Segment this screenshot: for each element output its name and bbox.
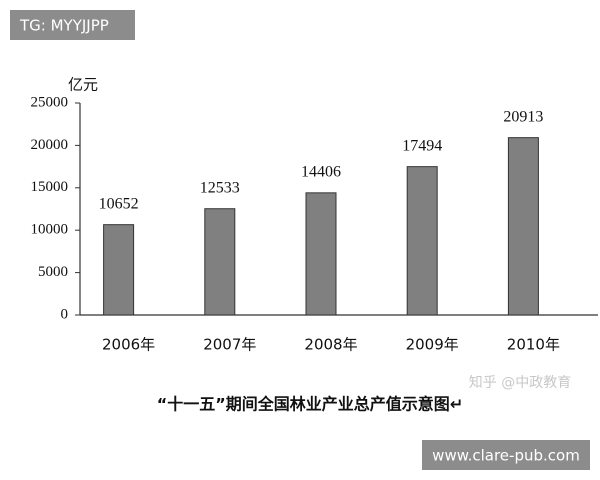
- bar: [406, 166, 438, 316]
- y-tick-label: 20000: [31, 137, 69, 153]
- bar: [204, 208, 236, 316]
- y-tick-label: 0: [61, 306, 69, 322]
- watermark-box: [422, 440, 590, 470]
- value-label: 10652: [99, 195, 139, 212]
- y-tick-label: 5000: [38, 264, 68, 280]
- y-tick-label: 15000: [31, 179, 69, 195]
- value-label: 14406: [301, 164, 341, 181]
- source-watermark: 知乎 @中政教育: [469, 374, 571, 391]
- y-unit: 亿元: [68, 76, 98, 94]
- x-tick-label: 2007年: [203, 336, 256, 354]
- watermark-text: www.clare-pub.com: [432, 447, 580, 465]
- value-label: 20913: [503, 108, 543, 125]
- value-label: 12533: [200, 179, 240, 196]
- x-tick-label: 2008年: [304, 336, 357, 354]
- watermark-box: [10, 10, 135, 40]
- x-tick-label: 2009年: [406, 336, 459, 354]
- x-tick-label: 2006年: [102, 336, 155, 354]
- value-label: 17494: [402, 137, 442, 154]
- bar: [507, 137, 539, 316]
- bar: [305, 192, 337, 316]
- bar: [103, 224, 135, 316]
- watermark-text: TG: MYYJJPP: [19, 17, 109, 35]
- y-tick-label: 25000: [31, 94, 69, 110]
- x-tick-label: 2010年: [507, 336, 560, 354]
- caption: “十一五”期间全国林业产业总产值示意图↵: [157, 395, 463, 414]
- y-tick-label: 10000: [31, 222, 69, 238]
